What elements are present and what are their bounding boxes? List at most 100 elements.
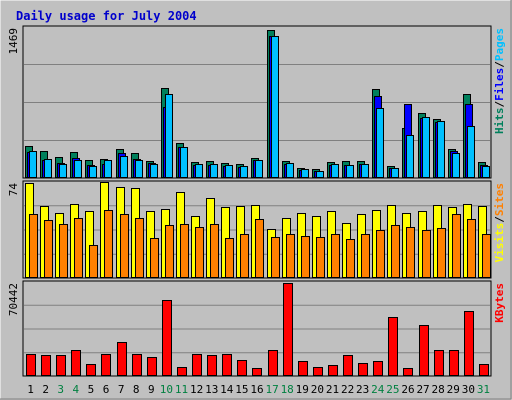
bar-sites-day-18 bbox=[286, 234, 295, 278]
x-tick-label-day-19: 19 bbox=[296, 383, 309, 396]
bar-kbytes-day-8 bbox=[132, 354, 142, 376]
bar-sites-day-22 bbox=[346, 239, 355, 278]
x-tick-label-day-1: 1 bbox=[27, 383, 34, 396]
x-tick-label-day-14: 14 bbox=[220, 383, 234, 396]
bar-sites-day-13 bbox=[210, 224, 219, 278]
bar-sites-day-29 bbox=[452, 214, 461, 278]
bar-kbytes-day-22 bbox=[343, 355, 353, 376]
bar-kbytes-day-13 bbox=[207, 355, 217, 376]
bar-pages-day-26 bbox=[406, 135, 414, 178]
bar-sites-day-27 bbox=[422, 230, 431, 278]
x-tick-label-day-2: 2 bbox=[42, 383, 49, 396]
x-tick-label-day-12: 12 bbox=[190, 383, 203, 396]
bar-sites-day-16 bbox=[255, 219, 264, 278]
x-tick-label-day-3: 3 bbox=[57, 383, 64, 396]
x-tick-label-day-11: 11 bbox=[175, 383, 188, 396]
bar-pages-day-12 bbox=[195, 164, 203, 178]
bar-kbytes-day-10 bbox=[162, 300, 172, 376]
bar-sites-day-4 bbox=[74, 218, 83, 278]
bar-kbytes-day-3 bbox=[56, 355, 66, 376]
bar-sites-day-24 bbox=[376, 230, 385, 278]
bar-kbytes-day-31 bbox=[479, 364, 489, 376]
x-tick-label-day-13: 13 bbox=[205, 383, 218, 396]
x-tick-label-day-28: 28 bbox=[432, 383, 445, 396]
bar-pages-day-1 bbox=[29, 151, 37, 178]
bar-sites-day-15 bbox=[240, 234, 249, 278]
legend-files: Files bbox=[493, 68, 506, 101]
bar-pages-day-4 bbox=[74, 160, 82, 178]
bar-kbytes-day-12 bbox=[192, 354, 202, 376]
bar-pages-day-20 bbox=[316, 171, 324, 178]
bar-pages-day-18 bbox=[286, 163, 294, 178]
bar-pages-day-11 bbox=[180, 147, 188, 178]
bar-pages-day-19 bbox=[301, 169, 309, 178]
bar-kbytes-day-6 bbox=[101, 354, 111, 376]
bar-sites-day-23 bbox=[361, 234, 370, 278]
x-tick-label-day-7: 7 bbox=[118, 383, 125, 396]
bar-pages-day-31 bbox=[482, 166, 490, 178]
bar-pages-day-8 bbox=[135, 160, 143, 178]
bar-pages-day-5 bbox=[89, 166, 97, 178]
bar-kbytes-day-7 bbox=[117, 342, 127, 376]
bar-pages-day-22 bbox=[346, 165, 354, 178]
bar-sites-day-14 bbox=[225, 238, 234, 278]
bar-kbytes-day-1 bbox=[26, 354, 36, 376]
bar-sites-day-31 bbox=[482, 234, 491, 278]
x-tick-label-day-18: 18 bbox=[281, 383, 294, 396]
legend: KBytes bbox=[493, 283, 506, 323]
x-tick-label-day-8: 8 bbox=[133, 383, 140, 396]
bar-pages-day-28 bbox=[437, 121, 445, 178]
bar-kbytes-day-30 bbox=[464, 311, 474, 376]
legend-pages: Pages bbox=[493, 28, 506, 61]
bar-sites-day-25 bbox=[391, 225, 400, 278]
bar-kbytes-day-11 bbox=[177, 367, 187, 376]
bar-pages-day-21 bbox=[331, 164, 339, 178]
chart-title: Daily usage for July 2004 bbox=[16, 9, 197, 23]
legend-sites: Sites bbox=[493, 183, 506, 216]
bar-pages-day-3 bbox=[59, 164, 67, 178]
x-tick-label-day-9: 9 bbox=[148, 383, 155, 396]
bar-sites-day-19 bbox=[301, 236, 310, 278]
x-tick-label-day-24: 24 bbox=[371, 383, 385, 396]
x-tick-label-day-26: 26 bbox=[401, 383, 414, 396]
x-tick-label-day-27: 27 bbox=[416, 383, 429, 396]
bar-pages-day-13 bbox=[210, 164, 218, 178]
x-tick-label-day-23: 23 bbox=[356, 383, 369, 396]
bar-kbytes-day-29 bbox=[449, 350, 459, 376]
bar-sites-day-12 bbox=[195, 227, 204, 278]
x-tick-label-day-29: 29 bbox=[447, 383, 460, 396]
x-tick-label-day-25: 25 bbox=[386, 383, 399, 396]
bar-pages-day-2 bbox=[44, 159, 52, 178]
bar-sites-day-10 bbox=[165, 225, 174, 278]
bar-kbytes-day-21 bbox=[328, 365, 338, 376]
legend-visits: Visits bbox=[493, 223, 506, 263]
x-tick-label-day-30: 30 bbox=[462, 383, 475, 396]
bar-sites-day-3 bbox=[59, 224, 68, 278]
bar-kbytes-day-26 bbox=[403, 368, 413, 376]
bar-pages-day-10 bbox=[165, 94, 173, 178]
bar-kbytes-day-27 bbox=[419, 325, 429, 376]
bar-kbytes-day-19 bbox=[298, 361, 308, 376]
bar-kbytes-day-18 bbox=[283, 283, 293, 376]
legend: Hits/Files/Pages bbox=[493, 28, 506, 134]
bar-pages-day-6 bbox=[104, 160, 112, 178]
y-axis-max-label: 1469 bbox=[7, 28, 20, 55]
bar-sites-day-5 bbox=[89, 245, 98, 278]
bar-pages-day-29 bbox=[452, 153, 460, 178]
bar-sites-day-2 bbox=[44, 220, 53, 278]
legend-separator: / bbox=[493, 101, 506, 108]
x-tick-label-day-6: 6 bbox=[103, 383, 110, 396]
bar-sites-day-7 bbox=[120, 214, 129, 278]
legend: Visits/Sites bbox=[493, 183, 506, 263]
bar-kbytes-day-15 bbox=[237, 360, 247, 376]
bar-sites-day-1 bbox=[29, 214, 38, 278]
bar-kbytes-day-17 bbox=[268, 350, 278, 376]
x-tick-label-day-5: 5 bbox=[88, 383, 95, 396]
legend-hits: Hits bbox=[493, 108, 506, 135]
bar-sites-day-8 bbox=[135, 218, 144, 278]
bar-pages-day-14 bbox=[225, 165, 233, 178]
bar-kbytes-day-4 bbox=[71, 350, 81, 376]
bar-kbytes-day-25 bbox=[388, 317, 398, 376]
x-tick-label-day-4: 4 bbox=[73, 383, 80, 396]
bar-pages-day-27 bbox=[422, 117, 430, 178]
